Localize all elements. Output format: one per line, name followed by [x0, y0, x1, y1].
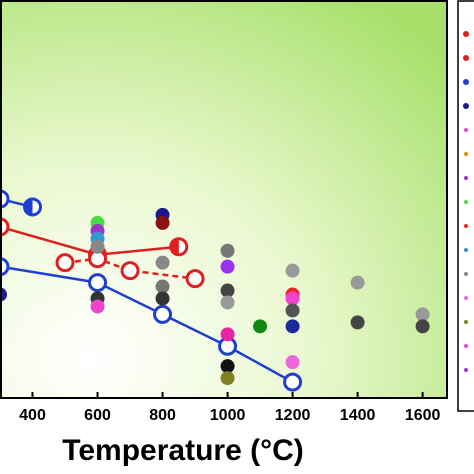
x-tick-label: 1400 — [340, 407, 376, 424]
point — [350, 315, 365, 330]
plot-frame — [0, 0, 448, 399]
legend-markers — [463, 31, 469, 372]
point — [285, 291, 300, 306]
x-axis-label: Temperature (°C) — [62, 434, 303, 467]
point-half — [24, 198, 33, 215]
series-line — [64, 257, 196, 280]
point — [220, 327, 235, 342]
point — [285, 319, 300, 334]
point — [285, 355, 300, 370]
point — [415, 307, 430, 322]
point — [220, 295, 235, 310]
point — [120, 261, 140, 281]
point — [415, 319, 430, 334]
point — [88, 273, 108, 293]
point — [220, 283, 235, 298]
point — [283, 372, 303, 392]
point — [185, 269, 205, 289]
point — [169, 237, 189, 257]
point — [220, 243, 235, 258]
point-half — [170, 238, 179, 255]
legend-box — [457, 0, 474, 412]
point — [155, 255, 170, 270]
point — [90, 299, 105, 314]
point — [155, 291, 170, 306]
point — [285, 263, 300, 278]
x-tick-label: 600 — [84, 407, 111, 424]
point — [253, 319, 268, 334]
point — [153, 304, 173, 324]
x-tick-label: 1600 — [405, 407, 441, 424]
point — [350, 275, 365, 290]
x-tick-label: 1000 — [210, 407, 246, 424]
point — [220, 259, 235, 274]
point — [220, 359, 235, 374]
x-tick-label: 400 — [19, 407, 46, 424]
point — [90, 239, 105, 254]
point — [220, 371, 235, 386]
x-tick-label: 1200 — [275, 407, 311, 424]
point — [155, 279, 170, 294]
point — [155, 215, 170, 230]
point — [23, 197, 43, 217]
point — [285, 303, 300, 318]
point — [55, 253, 75, 273]
x-tick-label: 800 — [149, 407, 176, 424]
